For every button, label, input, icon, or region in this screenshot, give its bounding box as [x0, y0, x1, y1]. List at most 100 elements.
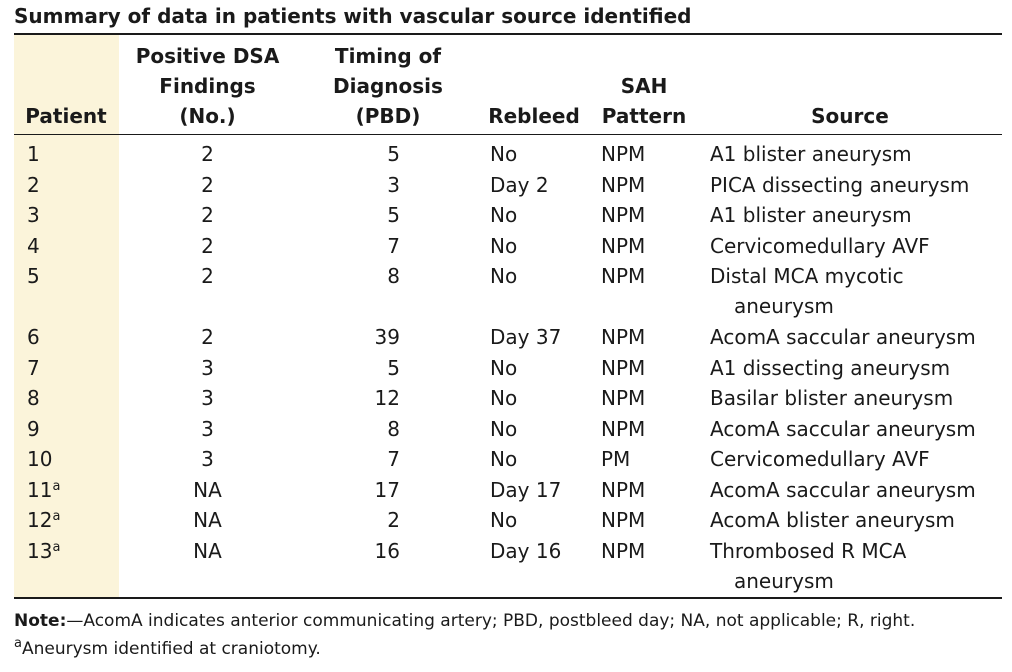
cell-source: AcomA blister aneurysm [710, 505, 955, 535]
source-line: AcomA blister aneurysm [710, 508, 955, 532]
cell-rebleed: Day 16 [490, 538, 562, 563]
table-note: Note:—AcomA indicates anterior communica… [14, 608, 915, 635]
cell-sah-pattern: NPM [601, 325, 646, 349]
cell-source: Distal MCA mycotic aneurysm [710, 261, 904, 321]
cell-patient: 5 [27, 261, 40, 291]
cell-sah-pattern: NPM [601, 416, 646, 441]
cell-timing: 5 [387, 203, 400, 227]
cell-sah-pattern: NPM [601, 477, 646, 502]
cell-source: Thrombosed R MCA aneurysm [710, 536, 906, 596]
cell-dsa-findings: 2 [201, 142, 214, 166]
header-source: Source [780, 101, 920, 131]
cell-timing: 5 [387, 142, 400, 166]
header-sah-line-1: SAH [620, 74, 668, 98]
cell-rebleed: Day 37 [490, 325, 562, 349]
patient-number: 5 [27, 264, 40, 288]
cell-patient: 11a [27, 475, 60, 505]
cell-dsa-findings: 2 [201, 172, 214, 197]
cell-patient: 1 [27, 139, 40, 169]
patient-number: 12 [27, 508, 53, 532]
header-dsa-line-1: Positive DSA [135, 44, 280, 68]
footnote-marker: a [14, 636, 22, 651]
patient-number: 8 [27, 386, 40, 410]
cell-sah-pattern: NPM [601, 142, 646, 166]
source-line: AcomA saccular aneurysm [710, 416, 976, 441]
header-source-line: Source [811, 104, 889, 128]
cell-source: Basilar blister aneurysm [710, 383, 953, 413]
cell-rebleed: No [490, 233, 518, 258]
cell-timing: 7 [387, 233, 400, 258]
cell-rebleed: No [490, 447, 518, 471]
header-timing-line-2: Diagnosis [333, 74, 443, 98]
note-text: —AcomA indicates anterior communicating … [66, 611, 916, 631]
header-patient-line: Patient [25, 104, 107, 128]
cell-patient: 7 [27, 353, 40, 383]
table-footnote: aAneurysm identified at craniotomy. [14, 636, 321, 663]
cell-source: A1 dissecting aneurysm [710, 353, 950, 383]
cell-source: A1 blister aneurysm [710, 139, 912, 169]
cell-timing: 39 [374, 325, 400, 349]
patient-number: 13 [27, 538, 53, 563]
cell-rebleed: No [490, 203, 518, 227]
cell-source: AcomA saccular aneurysm [710, 414, 976, 444]
cell-source: AcomA saccular aneurysm [710, 322, 976, 352]
header-patient: Patient [20, 101, 112, 131]
cell-dsa-findings: 2 [201, 264, 214, 288]
footnote-text: Aneurysm identified at craniotomy. [21, 639, 321, 659]
cell-patient: 8 [27, 383, 40, 413]
cell-source: Cervicomedullary AVF [710, 444, 930, 474]
source-line: Basilar blister aneurysm [710, 386, 954, 410]
cell-dsa-findings: 3 [201, 355, 214, 380]
cell-timing: 2 [387, 508, 400, 532]
cell-dsa-findings: NA [193, 508, 222, 532]
cell-rebleed: Day 17 [490, 477, 562, 502]
patient-number: 10 [27, 447, 53, 471]
cell-dsa-findings: 2 [201, 203, 214, 227]
source-line: A1 blister aneurysm [710, 142, 912, 166]
note-label: Note: [14, 611, 67, 631]
patient-number: 6 [27, 325, 40, 349]
cell-sah-pattern: NPM [601, 386, 646, 410]
table-title: Summary of data in patients with vascula… [14, 4, 692, 28]
cell-patient: 12a [27, 505, 60, 535]
cell-dsa-findings: 2 [201, 325, 214, 349]
cell-sah-pattern: NPM [601, 264, 646, 288]
header-sah-line-2: Pattern [601, 104, 687, 128]
cell-rebleed: Day 2 [490, 172, 549, 197]
cell-source: PICA dissecting aneurysm [710, 170, 969, 200]
header-rebleed-line: Rebleed [488, 104, 580, 128]
source-line: AcomA saccular aneurysm [710, 477, 976, 502]
footnote-marker: a [52, 539, 61, 555]
header-rebleed: Rebleed [484, 101, 584, 131]
cell-rebleed: No [490, 386, 518, 410]
cell-patient: 13a [27, 536, 60, 566]
cell-dsa-findings: 3 [201, 416, 214, 441]
cell-patient: 4 [27, 231, 40, 261]
cell-rebleed: No [490, 142, 518, 166]
source-line: Thrombosed R MCA [710, 538, 907, 563]
cell-rebleed: No [490, 416, 518, 441]
patient-number: 4 [27, 233, 40, 258]
cell-sah-pattern: PM [601, 447, 631, 471]
cell-timing: 5 [387, 355, 400, 380]
cell-timing: 17 [374, 477, 400, 502]
header-sah-pattern: SAH Pattern [596, 71, 692, 131]
source-line: aneurysm [734, 568, 834, 593]
source-line: A1 dissecting aneurysm [710, 355, 951, 380]
patient-number: 9 [27, 416, 40, 441]
cell-timing: 12 [374, 386, 400, 410]
patient-column-shading [14, 35, 119, 597]
patient-number: 2 [27, 172, 40, 197]
cell-timing: 16 [374, 538, 400, 563]
cell-source: Cervicomedullary AVF [710, 231, 930, 261]
cell-rebleed: No [490, 508, 518, 532]
cell-sah-pattern: NPM [601, 355, 646, 380]
source-line: aneurysm [734, 294, 834, 318]
cell-dsa-findings: 3 [201, 386, 214, 410]
cell-dsa-findings: 3 [201, 447, 214, 471]
cell-timing: 8 [387, 264, 400, 288]
cell-rebleed: No [490, 264, 518, 288]
header-timing-line-1: Timing of [334, 44, 442, 68]
cell-patient: 10 [27, 444, 52, 474]
header-dsa-line-2: Findings [159, 74, 256, 98]
